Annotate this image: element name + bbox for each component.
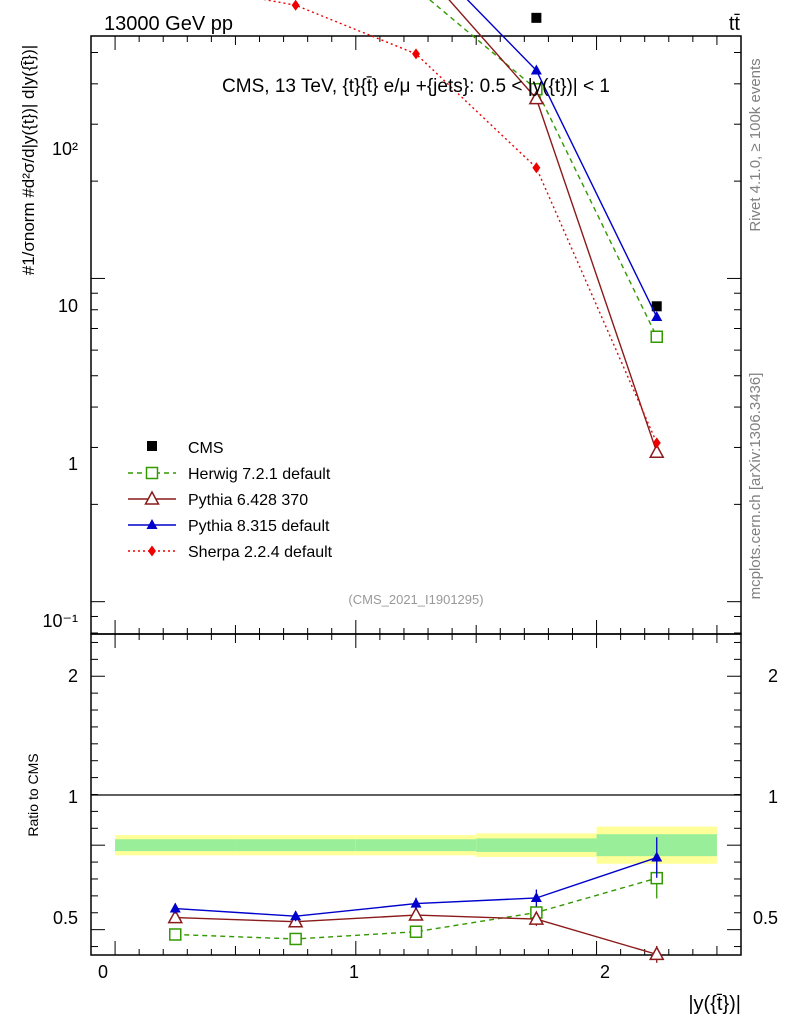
data-point <box>530 64 542 75</box>
legend: CMS Herwig 7.2.1 default Pythia 6.428 37… <box>128 440 333 561</box>
data-point <box>648 945 665 961</box>
legend-label: Pythia 6.428 370 <box>188 492 308 509</box>
data-point <box>651 851 663 862</box>
ratio-ytick-label-right: 2 <box>768 666 778 686</box>
main-ytick-label: 10² <box>52 139 78 159</box>
data-point <box>169 902 181 913</box>
data-point <box>410 897 422 908</box>
rivet-side-label: Rivet 4.1.0, ≥ 100k events <box>747 58 764 231</box>
data-point <box>290 910 302 921</box>
energy-label: 13000 GeV pp <box>104 13 233 35</box>
plot-title: CMS, 13 TeV, {t}{t̄} e/μ +{jets}: 0.5 < … <box>222 76 610 97</box>
data-point <box>648 443 665 458</box>
mcplots-side-label: mcplots.cern.ch [arXiv:1306.3436] <box>747 373 764 600</box>
data-point <box>528 910 545 925</box>
main-ytick-label: 1 <box>68 454 78 474</box>
ratio-band-inner <box>235 839 356 852</box>
data-point <box>145 466 159 480</box>
xtick-label: 2 <box>600 962 610 982</box>
legend-label: Herwig 7.2.1 default <box>188 466 331 483</box>
data-point <box>528 90 545 105</box>
ratio-ytick-label: 0.5 <box>53 908 78 928</box>
analysis-id: (CMS_2021_I1901295) <box>348 592 483 607</box>
legend-marker-cms <box>147 441 157 451</box>
data-point <box>412 48 420 60</box>
main-ylabel: #1/σnorm #d²σ/d|y({t})| d|y({t̄})| <box>19 45 38 275</box>
legend-label-cms: CMS <box>188 440 224 457</box>
ratio-ytick-label: 1 <box>68 787 78 807</box>
series-line <box>448 0 658 453</box>
data-point <box>167 909 184 924</box>
data-point <box>144 490 160 505</box>
ratio-band-inner <box>115 839 236 852</box>
ratio-ylabel: Ratio to CMS <box>25 753 41 836</box>
ratio-ytick-label-right: 1 <box>768 787 778 807</box>
ratio-ytick-label-right: 0.5 <box>753 908 778 928</box>
xtick-label: 0 <box>98 962 108 982</box>
data-point <box>532 162 541 174</box>
ratio-band-inner <box>355 839 477 852</box>
series-line <box>263 0 658 444</box>
data-point <box>650 330 663 344</box>
ratio-band-group <box>115 826 717 864</box>
xlabel: |y({t̄})| <box>688 993 741 1015</box>
xtick-label: 1 <box>349 962 359 982</box>
data-point <box>169 928 182 941</box>
data-point <box>530 891 542 902</box>
main-axis-ticks <box>91 36 741 634</box>
data-point <box>408 906 424 921</box>
data-point <box>146 519 158 529</box>
main-series-group <box>263 0 665 458</box>
data-point <box>291 0 300 11</box>
process-label: tt̄ <box>729 13 741 35</box>
legend-label: Pythia 8.315 default <box>188 518 330 535</box>
legend-label: Sherpa 2.2.4 default <box>188 544 333 561</box>
data-point <box>289 932 302 946</box>
ratio-band-inner <box>476 838 597 852</box>
data-point <box>652 437 661 449</box>
data-point <box>148 545 156 557</box>
data-point <box>409 925 423 938</box>
main-ytick-label: 10 <box>58 296 78 316</box>
ratio-ytick-label: 2 <box>68 666 78 686</box>
data-point <box>651 301 662 312</box>
data-point <box>531 12 542 23</box>
ratio-series-group <box>167 837 665 963</box>
main-ytick-label: 10⁻¹ <box>42 611 78 631</box>
series-line <box>466 0 658 318</box>
data-point <box>651 310 663 321</box>
